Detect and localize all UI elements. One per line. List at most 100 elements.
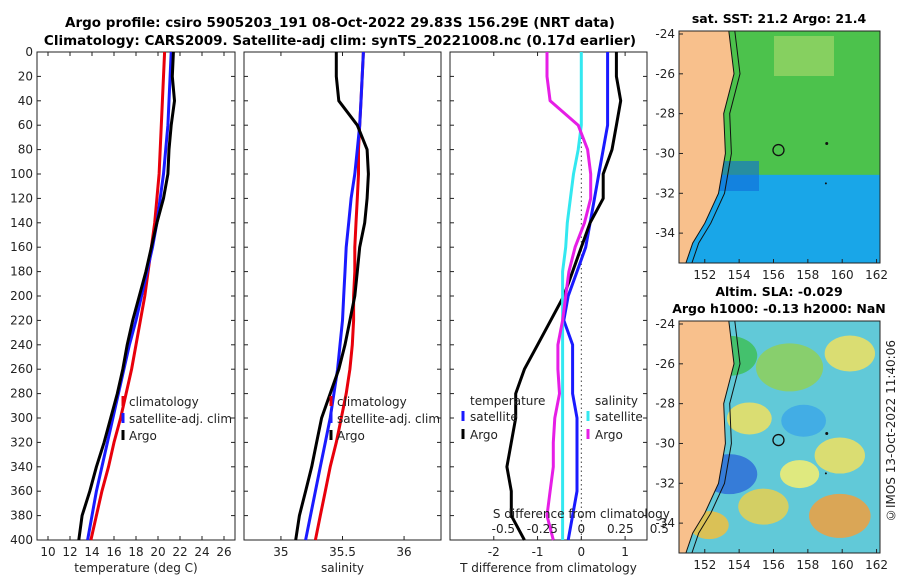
x-tick-label: 20 [150, 545, 165, 559]
series-line-satellite-adj-clim [86, 51, 173, 541]
lon-tick-label: 158 [796, 558, 819, 572]
y-tick-label: 200 [10, 289, 33, 303]
lon-tick-label: 158 [796, 268, 819, 282]
y-tick-label: 380 [10, 509, 33, 523]
map-sla-map [678, 320, 881, 554]
x-tick-label: 36 [396, 545, 411, 559]
legend-label: satellite-adj. clim [129, 412, 232, 426]
lon-tick-label: 156 [762, 558, 785, 572]
x-tick-label: 14 [84, 545, 99, 559]
x-axis-label: T difference from climatology [459, 561, 637, 575]
legend-label: satellite [470, 410, 518, 424]
legend-label: satellite [595, 410, 643, 424]
y-tick-label: 60 [18, 118, 33, 132]
series-line-argo [294, 52, 370, 541]
island-marker [825, 432, 829, 436]
sla-eddy [755, 343, 824, 392]
land-australia [679, 31, 734, 263]
lon-tick-label: 162 [865, 558, 888, 572]
series-line-argo [77, 51, 176, 541]
legend-label: Argo [595, 428, 623, 442]
lat-tick-label: -34 [655, 516, 675, 530]
lat-tick-label: -34 [655, 226, 675, 240]
sla-eddy [726, 402, 772, 435]
x-axis-label: salinity [321, 561, 364, 575]
island-marker [824, 182, 827, 185]
lon-tick-label: 160 [831, 558, 854, 572]
y-tick-label: 120 [10, 191, 33, 205]
legend-label: Argo [470, 428, 498, 442]
legend-title-temperature: temperature [470, 394, 545, 408]
x-tick-label: 1 [621, 545, 629, 559]
lon-tick-label: 152 [693, 268, 716, 282]
y-tick-label: 300 [10, 411, 33, 425]
y-tick-label: 140 [10, 216, 33, 230]
legend-title-salinity: salinity [595, 394, 638, 408]
series-line-s-argo [545, 52, 593, 541]
coastline [685, 30, 735, 264]
legend-label: climatology [337, 395, 407, 409]
figure-title-line2: Climatology: CARS2009. Satellite-adj cli… [43, 33, 637, 49]
y-tick-label: 240 [10, 338, 33, 352]
legend-label: Argo [337, 429, 365, 443]
y-tick-label: 160 [10, 240, 33, 254]
lon-tick-label: 152 [693, 558, 716, 572]
island-marker [824, 472, 827, 475]
sla-eddy [809, 493, 871, 538]
legend-label: Argo [129, 429, 157, 443]
argo-location-marker [772, 143, 785, 157]
lat-tick-label: -30 [655, 436, 675, 450]
sla-eddy [780, 460, 820, 489]
land-australia [679, 321, 734, 553]
x-tick-label: 0 [578, 545, 586, 559]
sla-eddy [781, 404, 827, 437]
y-tick-label: 340 [10, 460, 33, 474]
imos-timestamp: ©IMOS 13-Oct-2022 11:40:06 [884, 340, 898, 523]
top-tick-label: 0.5 [650, 522, 669, 536]
figure-title-line1: Argo profile: csiro 5905203_191 08-Oct-2… [65, 15, 615, 31]
lat-tick-label: -28 [655, 397, 675, 411]
x-tick-label: -2 [488, 545, 500, 559]
x-tick-label: 18 [128, 545, 143, 559]
lat-tick-label: -24 [655, 317, 675, 331]
lon-tick-label: 154 [728, 558, 751, 572]
sst-map-title: sat. SST: 21.2 Argo: 21.4 [692, 11, 867, 26]
x-tick-label: 35 [273, 545, 288, 559]
lat-tick-label: -30 [655, 146, 675, 160]
y-tick-label: 280 [10, 387, 33, 401]
x-tick-label: 22 [172, 545, 187, 559]
sla-eddy [814, 437, 865, 474]
x-tick-label: 26 [216, 545, 231, 559]
y-tick-label: 180 [10, 265, 33, 279]
y-tick-label: 360 [10, 484, 33, 498]
lat-tick-label: -32 [655, 476, 675, 490]
lat-tick-label: -28 [655, 107, 675, 121]
x-tick-label: 10 [40, 545, 55, 559]
lat-tick-label: -26 [655, 357, 675, 371]
plot-frame-temperature [36, 51, 236, 541]
map-sst-map [678, 30, 881, 264]
sla-eddy [738, 488, 789, 525]
coastline [685, 320, 735, 554]
shelf-contour [691, 30, 741, 264]
y-tick-label: 320 [10, 435, 33, 449]
y-tick-label: 20 [18, 69, 33, 83]
legend-label: climatology [129, 395, 199, 409]
y-tick-label: 100 [10, 167, 33, 181]
island-marker [825, 142, 829, 146]
lon-tick-label: 162 [865, 268, 888, 282]
lon-tick-label: 154 [728, 268, 751, 282]
series-line-climatology [89, 51, 167, 541]
legend-label: satellite-adj. clim [337, 412, 440, 426]
top-tick-label: 0 [578, 522, 586, 536]
x-tick-label: 12 [62, 545, 77, 559]
sla-eddy [824, 335, 876, 372]
map-frame [678, 30, 881, 264]
x-tick-label: -1 [532, 545, 544, 559]
lon-tick-label: 160 [831, 268, 854, 282]
shelf-contour [691, 320, 741, 554]
lat-tick-label: -32 [655, 186, 675, 200]
warm-patch [774, 36, 834, 76]
y-tick-label: 260 [10, 362, 33, 376]
